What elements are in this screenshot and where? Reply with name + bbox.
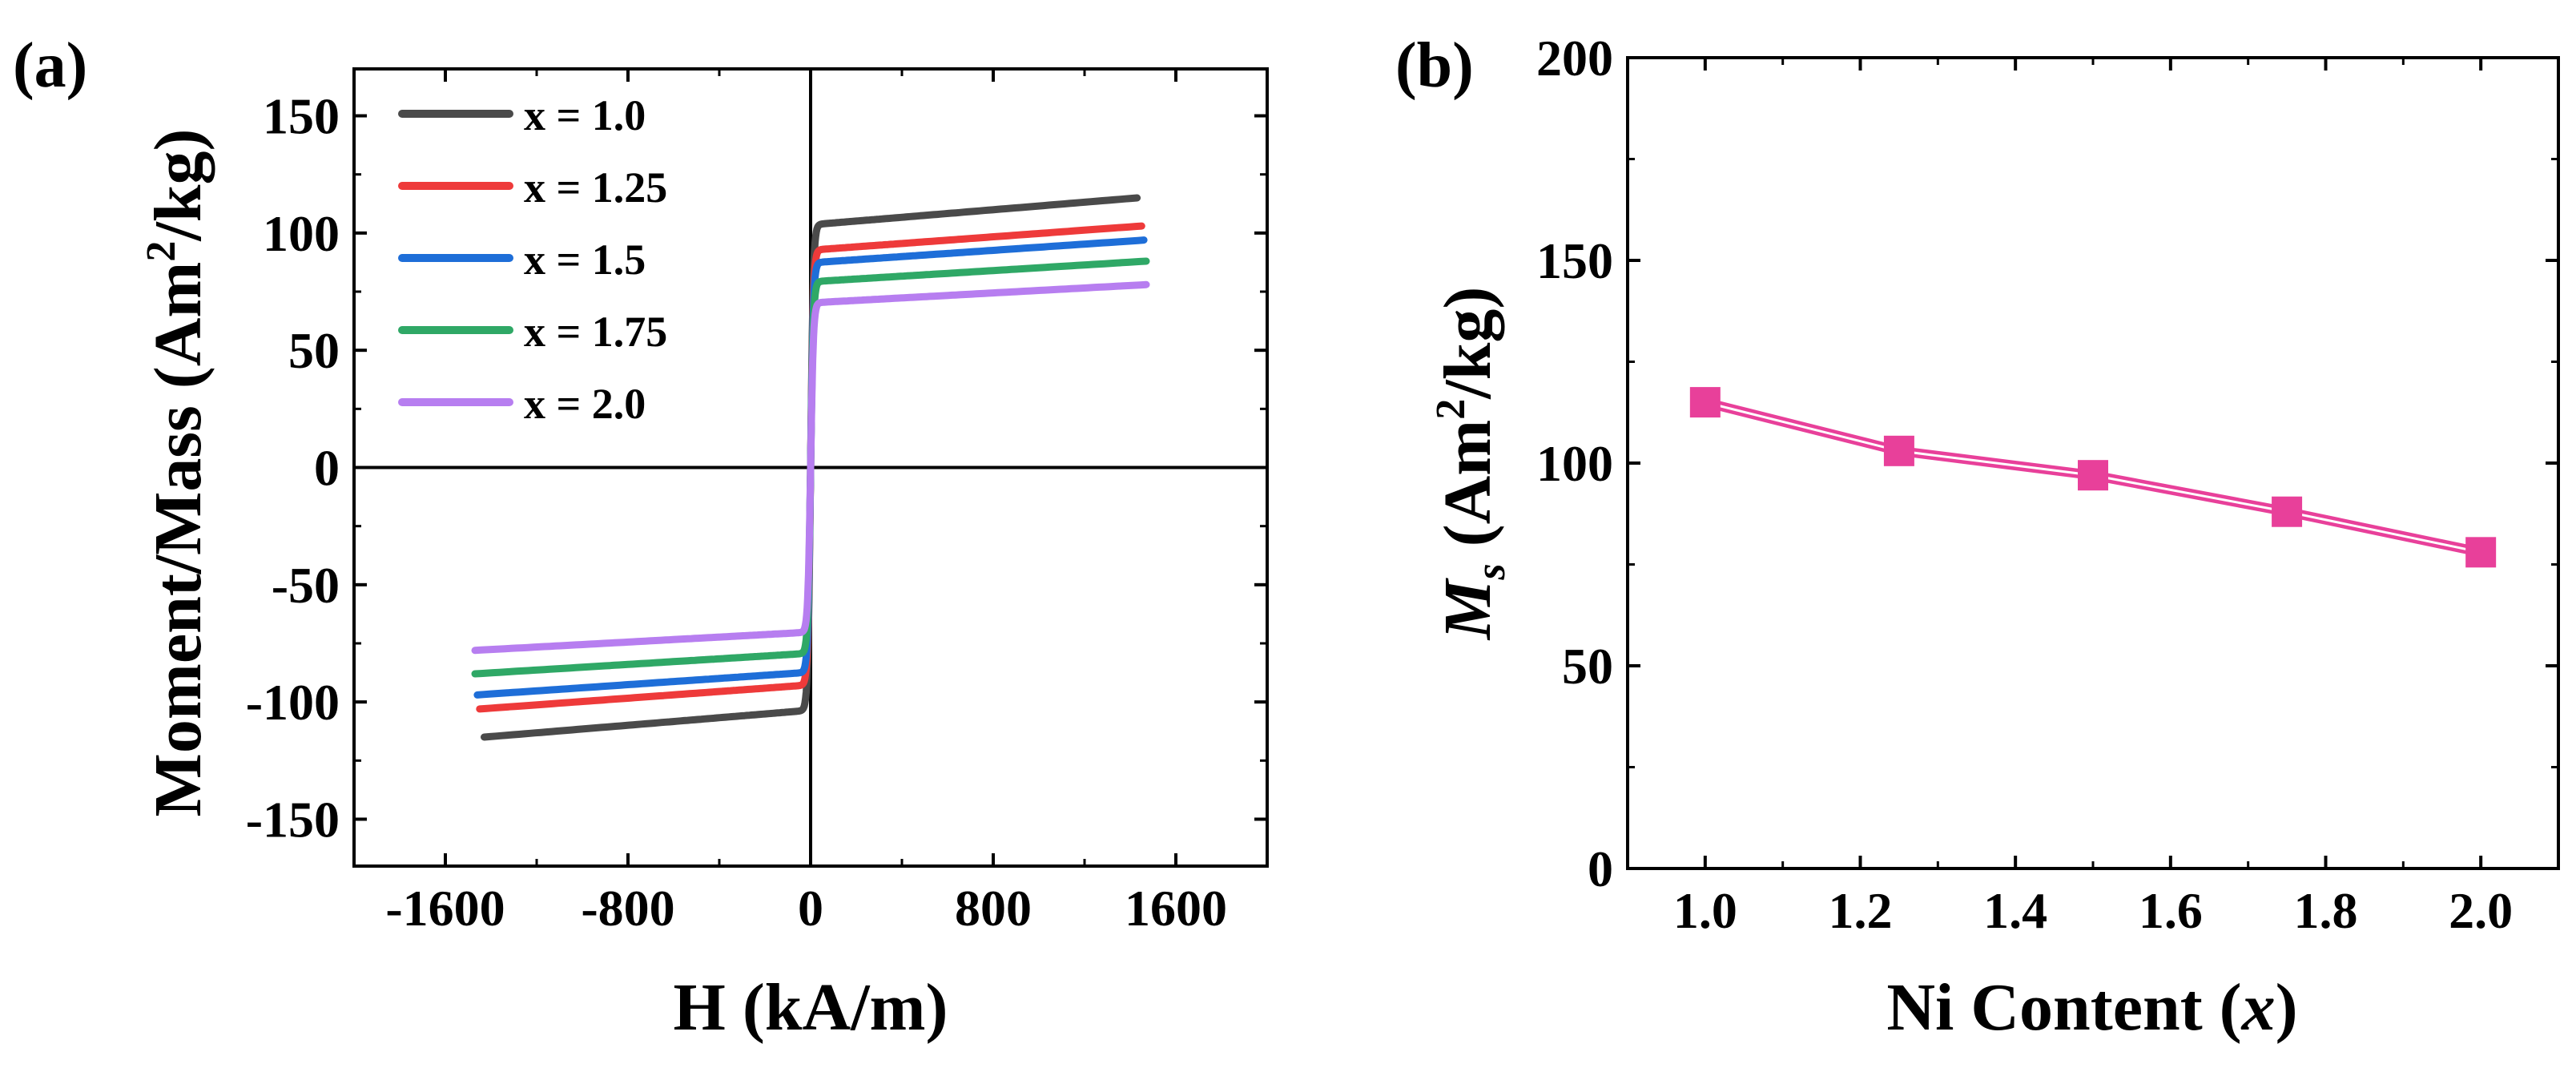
legend-label: x = 1.0	[524, 91, 646, 139]
panel-b-label: (b)	[1395, 30, 1474, 101]
panel-b-x-ticks: 1.0 1.2 1.4 1.6 1.8 2.0	[1673, 58, 2513, 939]
x-tick-label: 0	[798, 880, 823, 937]
x-tick-label: 1600	[1125, 880, 1227, 937]
y-tick-label: -150	[246, 791, 340, 848]
x-tick-label: 1.6	[2139, 882, 2203, 939]
legend-label: x = 1.5	[524, 236, 646, 284]
y-tick-label: 150	[1536, 232, 1613, 289]
data-point	[2272, 496, 2303, 527]
series-line-5	[471, 280, 1150, 655]
legend-label: x = 2.0	[524, 380, 646, 428]
panel-a-x-ticks: -1600 -800 0 800 1600	[385, 69, 1227, 937]
data-point	[2078, 460, 2108, 491]
data-point	[1689, 387, 1721, 418]
y-tick-label: -50	[272, 557, 340, 614]
panel-b-y-axis-label: Ms (Am2/kg)	[1428, 287, 1514, 642]
data-point	[2465, 537, 2497, 568]
x-tick-label: -1600	[385, 880, 505, 937]
panel-a-y-ticks: -150 -100 -50 0 50 100 150	[246, 88, 1267, 848]
y-tick-label: 50	[288, 322, 340, 379]
x-tick-label: 1.0	[1673, 882, 1737, 939]
y-tick-label: 50	[1562, 638, 1613, 695]
y-tick-label: 100	[263, 205, 340, 262]
legend-label: x = 1.25	[524, 163, 667, 212]
panel-a: (a) -150 -100 -50 0 50 100 150 -1600 -800 0 800 16…	[13, 30, 1269, 1045]
panel-a-label: (a)	[13, 30, 87, 101]
y-tick-label: 100	[1536, 435, 1613, 492]
data-point	[1883, 435, 1914, 466]
y-tick-label: -100	[246, 674, 340, 731]
y-tick-label: 0	[1588, 840, 1613, 897]
x-tick-label: 1.8	[2294, 882, 2358, 939]
panel-b-plot	[1689, 387, 2497, 568]
panel-a-y-axis-label: Moment/Mass (Am2/kg)	[139, 129, 215, 817]
panel-b: (b) 0 50 100 150 200 1.0 1.2 1.4 1.6 1.8 2.0 Ni C…	[1395, 30, 2560, 1045]
x-tick-label: 2.0	[2449, 882, 2513, 939]
panel-b-x-axis-label: Ni Content (x)	[1886, 970, 2297, 1045]
legend-label: x = 1.75	[524, 308, 667, 356]
y-tick-label: 200	[1536, 30, 1613, 87]
x-tick-label: 1.4	[1983, 882, 2047, 939]
panel-a-legend: x = 1.0 x = 1.25 x = 1.5 x = 1.75 x = 2.0	[398, 91, 667, 428]
panel-a-plot	[354, 69, 1267, 866]
panel-b-y-ticks: 0 50 100 150 200	[1536, 30, 2558, 897]
x-tick-label: 800	[955, 880, 1032, 937]
x-tick-label: 1.2	[1829, 882, 1893, 939]
y-tick-label: 0	[314, 440, 340, 497]
y-tick-label: 150	[263, 88, 340, 145]
panel-a-x-axis-label: H (kA/m)	[674, 970, 948, 1045]
x-tick-label: -800	[581, 880, 674, 937]
